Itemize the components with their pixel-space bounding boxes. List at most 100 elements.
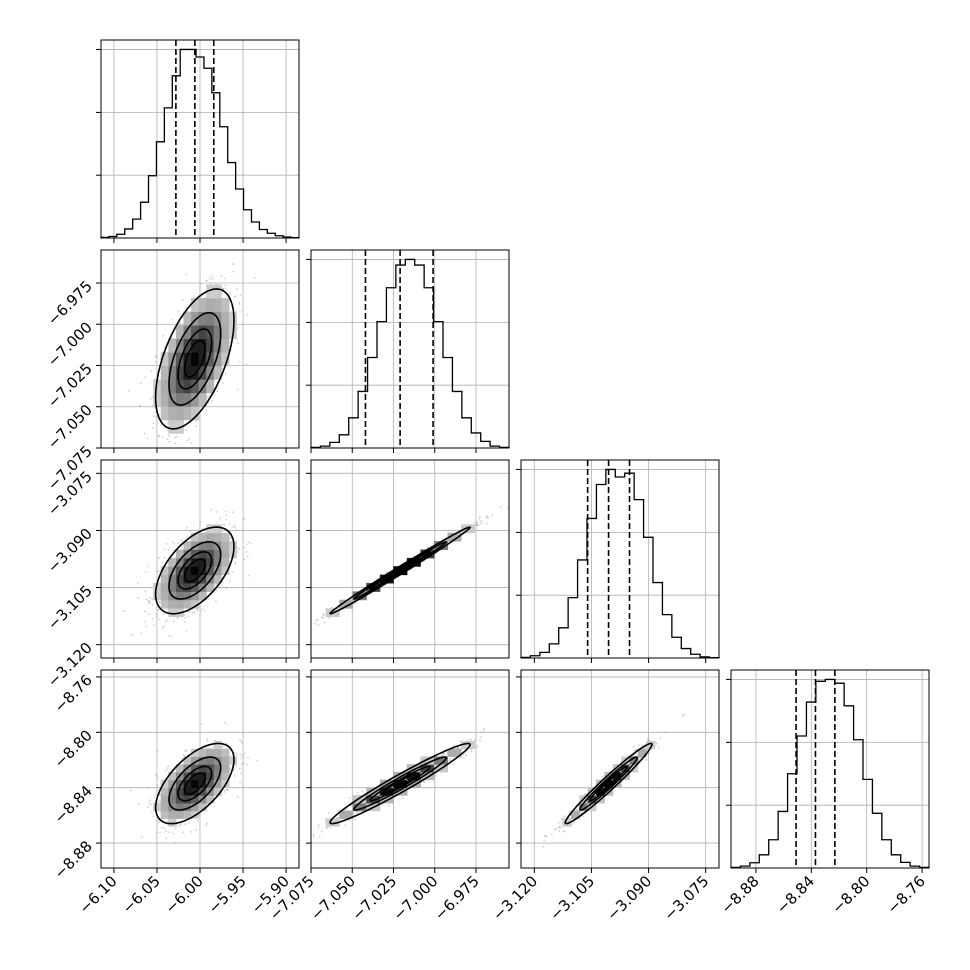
density-cell [206, 298, 215, 313]
sample-point [189, 530, 192, 532]
density-cell [191, 566, 200, 576]
sample-point [584, 792, 587, 795]
sample-point [225, 587, 228, 590]
sample-point [220, 583, 222, 586]
density-cell [206, 771, 215, 781]
sample-point [486, 514, 488, 517]
sample-point [562, 816, 565, 819]
density-cell [168, 379, 177, 394]
density-cell [175, 599, 184, 609]
density-cell [562, 818, 572, 827]
sample-point [154, 361, 157, 363]
density-cell [191, 557, 200, 567]
sample-point [203, 609, 206, 612]
sample-point [475, 524, 478, 527]
sample-point [335, 816, 338, 819]
sample-point [173, 542, 176, 545]
y-tick-label: −3.105 [44, 582, 96, 634]
sample-point [168, 440, 171, 443]
density-cell [206, 365, 215, 380]
sample-point [478, 517, 481, 520]
sample-point [655, 742, 658, 745]
density-cell [612, 764, 622, 773]
sample-point [233, 774, 236, 777]
sample-point [185, 306, 188, 309]
sample-point [245, 763, 248, 766]
sample-point [151, 395, 154, 398]
sample-point [187, 615, 189, 618]
density-cell [191, 298, 200, 313]
sample-point [143, 432, 146, 435]
sample-point [449, 757, 452, 760]
sample-point [427, 546, 429, 549]
sample-point [543, 839, 546, 842]
sample-point [462, 753, 465, 756]
density-cell [604, 779, 614, 788]
density-panel-0-3 [100, 669, 300, 869]
sample-point [434, 775, 437, 777]
density-cell [160, 352, 169, 367]
sample-point [560, 826, 563, 829]
sample-point [641, 744, 644, 746]
sample-point [211, 278, 214, 281]
x-tick-label: −3.075 [661, 872, 713, 924]
density-cell [183, 406, 192, 421]
density-cell [183, 779, 192, 788]
sample-point [144, 590, 147, 593]
sample-point [564, 815, 566, 817]
density-cell [221, 352, 230, 367]
density-cell [198, 802, 207, 812]
density-cell [221, 764, 230, 773]
sample-point [184, 616, 187, 619]
density-cell [221, 557, 230, 567]
density-cell [168, 557, 177, 567]
sample-point [219, 586, 222, 589]
sample-point [148, 601, 151, 604]
x-tick-label: −7.025 [348, 872, 400, 924]
contour-line [154, 288, 235, 430]
sample-point [161, 561, 164, 564]
sample-point [354, 818, 356, 821]
density-cell [228, 311, 238, 326]
density-panel-1-3 [310, 669, 510, 869]
sample-point [317, 824, 320, 827]
density-cell [213, 325, 222, 340]
density-cell [175, 591, 184, 601]
density-cell [183, 338, 192, 353]
histogram-steps [730, 678, 930, 869]
sample-point [479, 736, 482, 738]
panel-frame [520, 669, 720, 869]
contour-line [177, 765, 213, 802]
density-cell [183, 352, 192, 367]
sample-point [485, 522, 488, 525]
sample-point [158, 570, 160, 573]
density-cell [153, 802, 162, 812]
sample-point [241, 763, 243, 765]
histogram-panel-3 [726, 669, 930, 869]
sample-point [239, 772, 242, 775]
sample-point [239, 753, 242, 756]
sample-point [196, 608, 199, 611]
sample-point [582, 815, 585, 818]
density-cell [191, 591, 200, 601]
sample-point [303, 631, 305, 633]
sample-point [195, 829, 198, 831]
sample-point [243, 518, 246, 521]
sample-point [448, 759, 451, 762]
density-cell [379, 795, 394, 804]
sample-point [238, 767, 241, 770]
sample-point [149, 596, 152, 599]
sample-point [224, 287, 227, 289]
sample-point [159, 793, 161, 796]
density-cell [183, 392, 192, 407]
sample-point [326, 827, 328, 829]
sample-point [456, 747, 459, 749]
density-cell [168, 608, 177, 617]
sample-point [169, 635, 172, 638]
density-cell [175, 365, 184, 380]
sample-point [186, 439, 189, 442]
sample-point [154, 355, 157, 358]
sample-point [483, 727, 485, 730]
density-cell [379, 787, 394, 796]
density-cell [160, 810, 169, 819]
